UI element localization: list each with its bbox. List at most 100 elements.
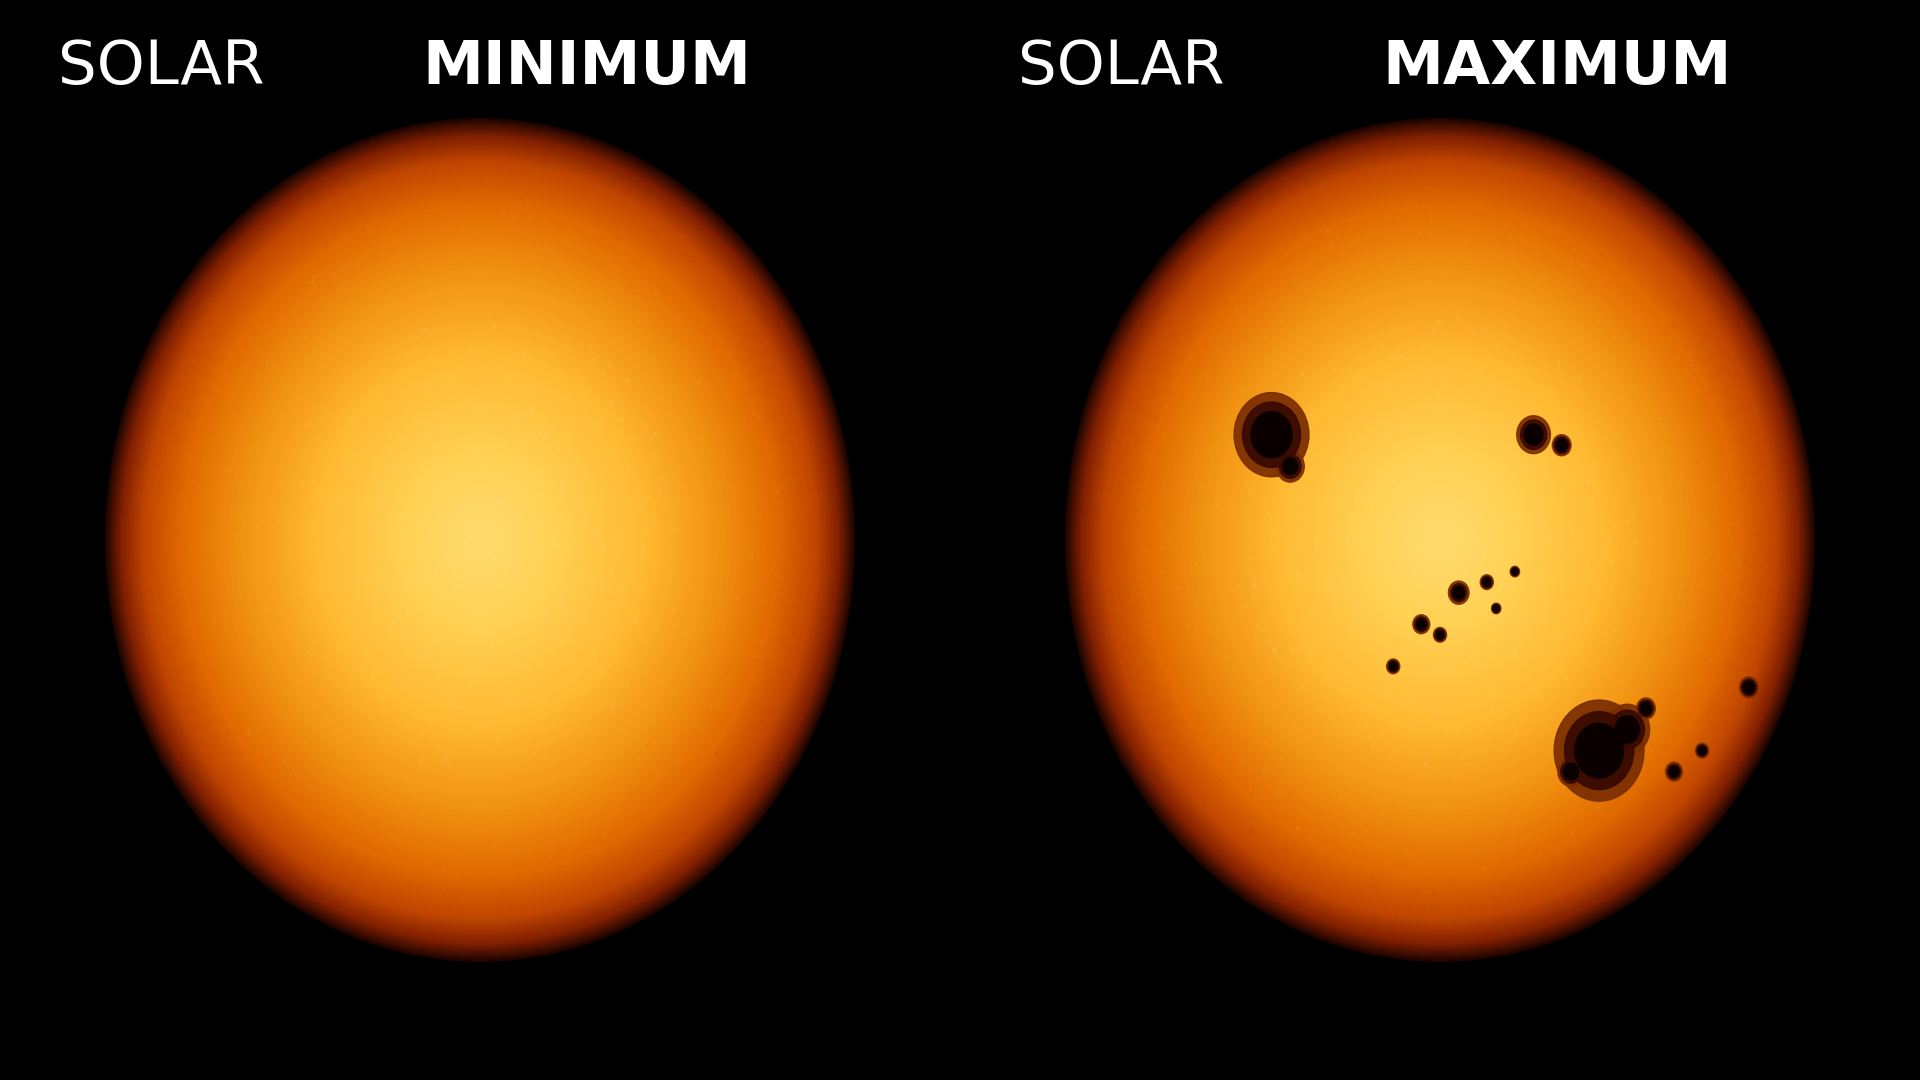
Circle shape: [1400, 494, 1480, 586]
Circle shape: [217, 243, 743, 837]
Circle shape: [1511, 567, 1519, 576]
Circle shape: [1229, 302, 1651, 778]
Circle shape: [1066, 119, 1814, 961]
Circle shape: [238, 268, 722, 812]
Circle shape: [228, 258, 732, 822]
Circle shape: [1340, 429, 1540, 651]
Circle shape: [1102, 161, 1778, 919]
Circle shape: [1238, 312, 1642, 768]
Circle shape: [1300, 382, 1580, 698]
Circle shape: [1743, 681, 1755, 693]
Circle shape: [179, 201, 781, 879]
Circle shape: [1386, 659, 1400, 674]
Circle shape: [1089, 144, 1791, 936]
Circle shape: [1740, 677, 1759, 698]
Circle shape: [459, 517, 501, 563]
Circle shape: [204, 228, 756, 852]
Text: SOLAR: SOLAR: [1018, 38, 1244, 97]
Circle shape: [1407, 504, 1473, 576]
Circle shape: [390, 438, 570, 642]
Circle shape: [376, 424, 584, 656]
Circle shape: [1152, 216, 1728, 864]
Circle shape: [119, 134, 841, 946]
Circle shape: [365, 409, 595, 671]
Circle shape: [1217, 289, 1663, 791]
Circle shape: [401, 451, 559, 629]
Circle shape: [1210, 281, 1670, 799]
Circle shape: [300, 338, 660, 742]
Circle shape: [1165, 230, 1715, 850]
Circle shape: [1699, 746, 1705, 755]
Circle shape: [298, 336, 662, 744]
Circle shape: [257, 289, 703, 791]
Circle shape: [250, 281, 710, 799]
Circle shape: [440, 494, 520, 586]
Circle shape: [1112, 172, 1768, 908]
Circle shape: [132, 148, 828, 932]
Circle shape: [1219, 292, 1661, 788]
Circle shape: [157, 178, 803, 902]
Circle shape: [198, 222, 762, 858]
Circle shape: [259, 292, 701, 788]
Circle shape: [1553, 436, 1569, 454]
Circle shape: [1384, 477, 1496, 603]
Circle shape: [1212, 283, 1668, 797]
Circle shape: [1187, 256, 1693, 824]
Circle shape: [1183, 252, 1697, 828]
Circle shape: [1609, 710, 1645, 750]
Circle shape: [442, 496, 518, 584]
Circle shape: [1494, 605, 1500, 611]
Circle shape: [355, 399, 605, 681]
Circle shape: [1438, 538, 1442, 542]
Circle shape: [1342, 431, 1538, 649]
Text: MINIMUM: MINIMUM: [422, 38, 751, 97]
Circle shape: [1177, 243, 1703, 837]
Circle shape: [1417, 515, 1463, 565]
Circle shape: [1555, 438, 1567, 451]
Circle shape: [1436, 631, 1444, 639]
Circle shape: [1144, 207, 1736, 873]
Circle shape: [125, 139, 835, 940]
Circle shape: [330, 372, 630, 708]
Circle shape: [1121, 181, 1759, 899]
Circle shape: [1179, 245, 1701, 835]
Circle shape: [438, 491, 522, 589]
Circle shape: [1308, 391, 1572, 689]
Circle shape: [1267, 347, 1613, 733]
Circle shape: [1309, 393, 1571, 687]
Circle shape: [230, 260, 730, 820]
Circle shape: [346, 389, 614, 691]
Circle shape: [411, 462, 549, 618]
Circle shape: [1265, 345, 1615, 735]
Circle shape: [1411, 509, 1469, 571]
Circle shape: [1521, 420, 1548, 449]
Circle shape: [156, 176, 804, 904]
Circle shape: [138, 154, 822, 926]
Circle shape: [451, 509, 509, 571]
Circle shape: [152, 172, 808, 908]
Circle shape: [340, 382, 620, 698]
Circle shape: [1294, 376, 1586, 704]
Circle shape: [428, 481, 532, 599]
Circle shape: [342, 384, 618, 696]
Circle shape: [148, 167, 812, 913]
Circle shape: [1302, 384, 1578, 696]
Circle shape: [1231, 305, 1649, 775]
Circle shape: [265, 298, 695, 782]
Circle shape: [232, 262, 728, 818]
Circle shape: [409, 460, 551, 620]
Circle shape: [1156, 220, 1724, 860]
Circle shape: [1150, 214, 1730, 866]
Circle shape: [1110, 170, 1770, 910]
Circle shape: [461, 519, 499, 561]
Circle shape: [296, 334, 664, 746]
Circle shape: [1135, 197, 1745, 883]
Circle shape: [1336, 424, 1544, 656]
Circle shape: [1329, 414, 1551, 666]
Circle shape: [1367, 458, 1513, 622]
Circle shape: [1605, 704, 1649, 755]
Circle shape: [1129, 190, 1751, 890]
Circle shape: [236, 266, 724, 814]
Circle shape: [173, 194, 787, 886]
Circle shape: [1073, 127, 1807, 953]
